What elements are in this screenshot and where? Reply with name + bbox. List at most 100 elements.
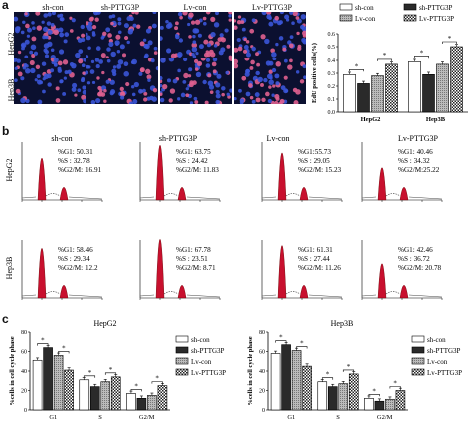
- nucleus: [64, 32, 70, 37]
- nucleus: [103, 88, 107, 93]
- nucleus: [168, 98, 173, 103]
- nucleus: [210, 52, 216, 58]
- nucleus: [234, 19, 237, 23]
- nucleus: [32, 26, 36, 31]
- nucleus: [58, 49, 65, 55]
- g1-peak: [155, 145, 165, 201]
- legend-label: Lv-con: [427, 358, 448, 366]
- nucleus: [120, 91, 125, 96]
- nucleus: [187, 74, 192, 78]
- y-tick-label: 20: [259, 389, 265, 395]
- nucleus: [107, 33, 112, 38]
- nuclei-layer: [14, 58, 86, 104]
- nucleus: [182, 79, 187, 84]
- s-phase-curve: [45, 193, 61, 197]
- legend-swatch: [403, 3, 417, 11]
- nucleus: [81, 33, 86, 38]
- significance-star: *: [88, 369, 92, 377]
- nucleus: [268, 21, 274, 27]
- legend-label: sh-PTTG3P: [191, 347, 225, 355]
- significance-bracket: [368, 394, 380, 397]
- nucleus: [43, 13, 48, 18]
- nucleus: [283, 88, 289, 94]
- legend-swatch: [175, 368, 189, 376]
- significance-bracket: [321, 377, 334, 380]
- nucleus: [27, 27, 32, 33]
- microscopy-image: [86, 12, 158, 58]
- nucleus: [80, 24, 85, 30]
- s-phase-curve: [385, 193, 401, 197]
- nucleus: [26, 34, 31, 38]
- nucleus: [145, 28, 152, 34]
- s-phase-curve: [385, 291, 401, 295]
- nucleus: [295, 16, 300, 20]
- nucleus: [162, 84, 168, 90]
- flow-column-label: sh-PTTG3P: [159, 134, 198, 143]
- nucleus: [22, 20, 26, 25]
- nucleus: [116, 63, 122, 69]
- nucleus: [196, 60, 203, 67]
- nucleus: [237, 15, 242, 19]
- x-tick-label: G2/M: [139, 414, 155, 421]
- x-tick-label: S: [336, 414, 340, 421]
- nucleus: [133, 81, 139, 88]
- nucleus: [245, 68, 251, 74]
- s-phase-curve: [285, 193, 301, 197]
- baseline-curve: [261, 294, 343, 298]
- nucleus: [263, 77, 268, 83]
- microscopy-image: [160, 58, 232, 104]
- nucleus: [200, 58, 206, 61]
- nucleus: [20, 30, 25, 35]
- nucleus: [226, 44, 231, 49]
- nucleus: [191, 53, 195, 57]
- nucleus: [208, 84, 215, 90]
- nucleus: [268, 85, 272, 89]
- nucleus: [275, 81, 280, 86]
- legend-swatch: [175, 357, 189, 365]
- nucleus: [228, 58, 232, 61]
- flow-stat: %G1: 50.31: [58, 148, 93, 156]
- nucleus: [160, 83, 163, 88]
- nucleus: [126, 40, 130, 45]
- nucleus: [112, 65, 117, 69]
- nucleus: [160, 75, 163, 81]
- nucleus: [212, 58, 218, 62]
- nucleus: [117, 21, 122, 26]
- nucleus: [293, 100, 299, 104]
- significance-bracket: [349, 69, 364, 72]
- nucleus: [302, 39, 306, 45]
- nucleus: [266, 14, 272, 20]
- y-tick-label: 60: [21, 350, 27, 356]
- significance-star: *: [134, 382, 138, 390]
- y-tick-label: 0.6: [328, 32, 336, 38]
- nucleus: [264, 38, 270, 45]
- nucleus: [41, 20, 45, 24]
- nucleus: [50, 22, 55, 27]
- nucleus: [183, 58, 188, 62]
- significance-star: *: [448, 35, 452, 43]
- bar: [281, 344, 291, 411]
- y-axis-label: EdU positive cells(%): [311, 43, 318, 103]
- nucleus: [255, 97, 261, 103]
- nucleus: [187, 22, 191, 27]
- nucleus: [42, 26, 49, 33]
- baseline-curve: [21, 294, 103, 298]
- baseline-curve: [261, 196, 343, 200]
- nucleus: [59, 32, 65, 38]
- nucleus: [47, 82, 52, 87]
- nucleus: [221, 86, 226, 91]
- nucleus: [29, 50, 34, 55]
- nucleus: [22, 65, 27, 70]
- nucleus: [119, 44, 125, 50]
- flow-stat: %G1:55.73: [298, 148, 331, 156]
- nucleus: [42, 77, 46, 81]
- nucleus: [238, 88, 242, 93]
- nucleus: [39, 80, 44, 85]
- nucleus: [152, 12, 157, 15]
- nucleus: [75, 52, 81, 58]
- significance-bracket: [37, 343, 49, 346]
- nucleus: [193, 96, 198, 101]
- nucleus: [99, 88, 103, 93]
- nucleus: [106, 58, 111, 63]
- significance-star: *: [62, 344, 66, 352]
